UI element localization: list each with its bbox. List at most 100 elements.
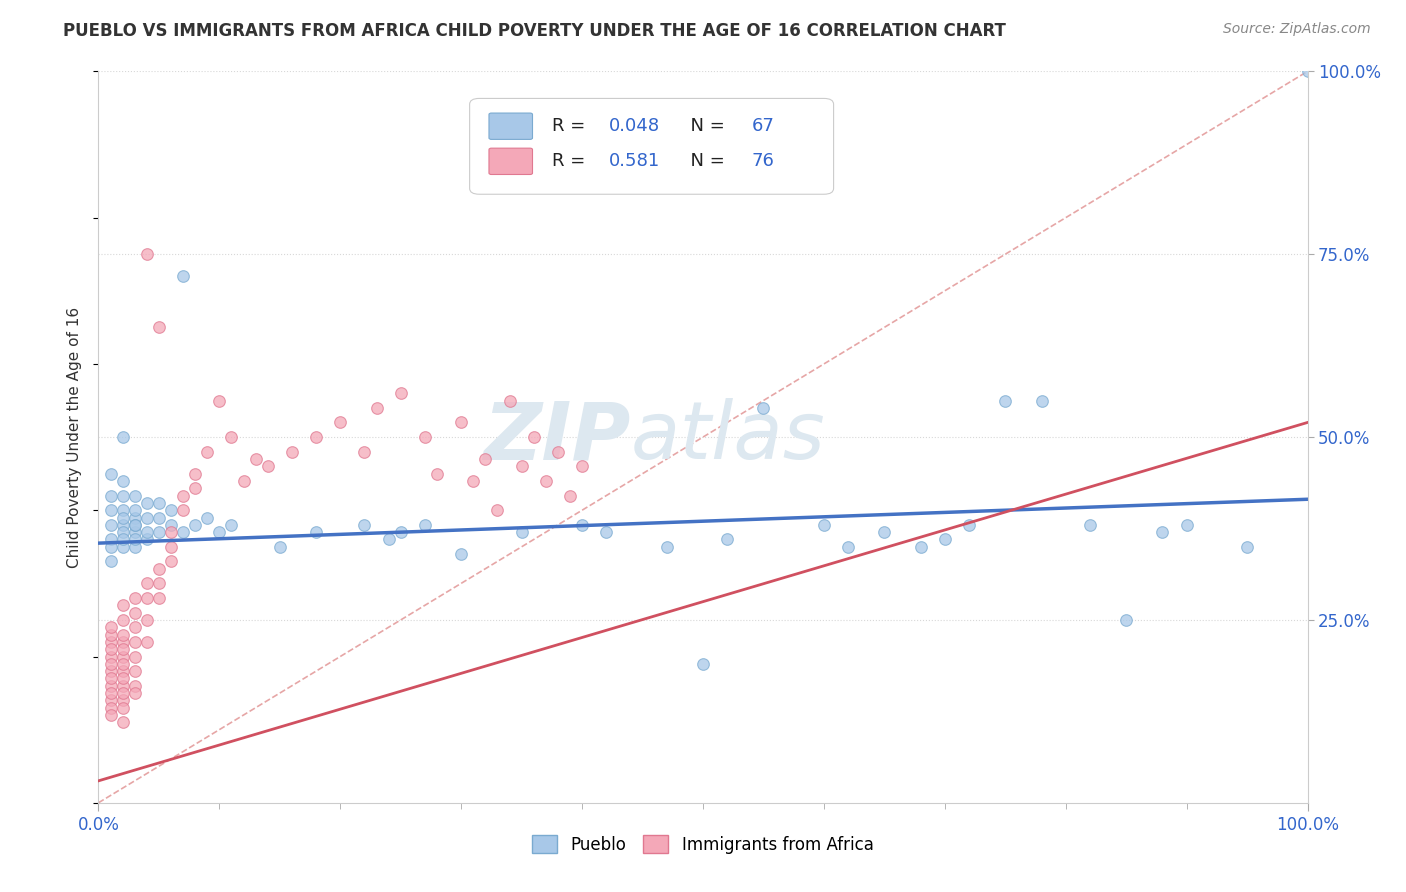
Point — [1175, 517, 1198, 532]
Point — [124, 517, 146, 532]
Point — [111, 679, 134, 693]
Point — [281, 444, 304, 458]
Point — [957, 517, 980, 532]
Point — [305, 430, 328, 444]
Point — [100, 700, 122, 714]
Point — [184, 467, 207, 481]
Point — [160, 525, 183, 540]
Point — [910, 540, 932, 554]
Text: ZIP: ZIP — [484, 398, 630, 476]
Point — [692, 657, 714, 671]
Point — [135, 496, 157, 510]
Point — [837, 540, 859, 554]
Point — [100, 686, 122, 700]
Point — [100, 635, 122, 649]
Point — [172, 525, 194, 540]
Text: Source: ZipAtlas.com: Source: ZipAtlas.com — [1223, 22, 1371, 37]
Point — [111, 474, 134, 488]
Point — [100, 620, 122, 634]
Point — [195, 444, 218, 458]
Point — [463, 474, 485, 488]
Text: 0.048: 0.048 — [609, 117, 659, 136]
Point — [100, 467, 122, 481]
Point — [813, 517, 835, 532]
FancyBboxPatch shape — [489, 113, 533, 139]
Point — [353, 517, 375, 532]
Text: atlas: atlas — [630, 398, 825, 476]
Point — [148, 510, 170, 524]
Point — [208, 393, 231, 408]
Point — [124, 533, 146, 547]
Point — [124, 525, 146, 540]
Point — [124, 510, 146, 524]
Point — [510, 459, 533, 474]
Point — [934, 533, 956, 547]
Text: 76: 76 — [751, 153, 775, 170]
Point — [100, 627, 122, 641]
Point — [148, 320, 170, 334]
Point — [1031, 393, 1053, 408]
Point — [160, 540, 183, 554]
Point — [1152, 525, 1174, 540]
Point — [510, 525, 533, 540]
Point — [377, 533, 399, 547]
Point — [558, 489, 581, 503]
Point — [329, 416, 352, 430]
Point — [100, 517, 122, 532]
FancyBboxPatch shape — [470, 98, 834, 194]
Point — [135, 533, 157, 547]
Point — [389, 386, 412, 401]
Point — [111, 517, 134, 532]
Point — [221, 430, 243, 444]
FancyBboxPatch shape — [489, 148, 533, 175]
Point — [232, 474, 254, 488]
Point — [148, 562, 170, 576]
Point — [498, 393, 520, 408]
Point — [534, 474, 557, 488]
Point — [547, 444, 569, 458]
Point — [111, 503, 134, 517]
Point — [873, 525, 896, 540]
Point — [100, 664, 122, 678]
Point — [994, 393, 1017, 408]
Point — [111, 430, 134, 444]
Point — [111, 642, 134, 657]
Point — [195, 510, 218, 524]
Point — [100, 657, 122, 671]
Point — [111, 715, 134, 730]
Point — [256, 459, 278, 474]
Point — [124, 591, 146, 605]
Point — [124, 635, 146, 649]
Point — [111, 693, 134, 707]
Legend: Pueblo, Immigrants from Africa: Pueblo, Immigrants from Africa — [526, 829, 880, 860]
Point — [389, 525, 412, 540]
Point — [1078, 517, 1101, 532]
Point — [100, 672, 122, 686]
Y-axis label: Child Poverty Under the Age of 16: Child Poverty Under the Age of 16 — [67, 307, 83, 567]
Point — [124, 606, 146, 620]
Point — [124, 620, 146, 634]
Point — [160, 517, 183, 532]
Point — [124, 664, 146, 678]
Point — [450, 547, 472, 561]
Point — [655, 540, 678, 554]
Point — [124, 489, 146, 503]
Point — [100, 503, 122, 517]
Point — [111, 540, 134, 554]
Point — [184, 481, 207, 495]
Point — [135, 591, 157, 605]
Point — [100, 489, 122, 503]
Point — [148, 576, 170, 591]
Point — [135, 525, 157, 540]
Point — [595, 525, 617, 540]
Text: 67: 67 — [751, 117, 775, 136]
Point — [160, 503, 183, 517]
Point — [486, 503, 509, 517]
Point — [135, 510, 157, 524]
Point — [135, 576, 157, 591]
Point — [148, 591, 170, 605]
Text: PUEBLO VS IMMIGRANTS FROM AFRICA CHILD POVERTY UNDER THE AGE OF 16 CORRELATION C: PUEBLO VS IMMIGRANTS FROM AFRICA CHILD P… — [63, 22, 1007, 40]
Point — [148, 525, 170, 540]
Point — [124, 503, 146, 517]
Point — [269, 540, 291, 554]
